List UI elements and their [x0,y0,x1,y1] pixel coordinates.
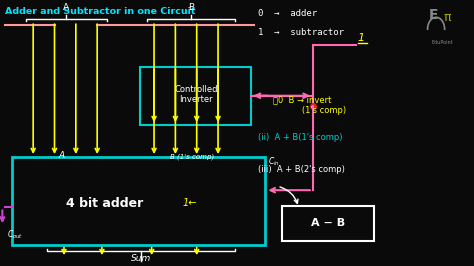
Text: π: π [443,11,451,24]
Text: E: E [429,8,438,22]
Text: 0  →  adder: 0 → adder [258,9,318,18]
Text: ␰0  B → invert
           (1's comp): ␰0 B → invert (1's comp) [273,96,346,115]
Text: Sum: Sum [131,254,151,263]
Text: $C_{in}$: $C_{in}$ [268,155,280,168]
Text: Adder and Subtractor in one Circuit: Adder and Subtractor in one Circuit [5,7,195,16]
Text: EduPoint: EduPoint [431,40,453,45]
Text: (iii)  A + B(2's comp): (iii) A + B(2's comp) [258,165,345,174]
Text: 1: 1 [358,32,365,43]
Text: A: A [59,151,64,160]
Text: (ii)  A + B(1's comp): (ii) A + B(1's comp) [258,133,343,142]
Text: A − B: A − B [311,218,345,228]
Text: B (1's comp): B (1's comp) [170,153,214,160]
Text: 1  →  subtractor: 1 → subtractor [258,28,344,37]
Text: A: A [64,3,69,12]
Text: 1←: 1← [182,198,197,209]
Text: B: B [188,3,194,12]
Text: Controlled
Inverter: Controlled Inverter [174,85,218,104]
Text: 4 bit adder: 4 bit adder [66,197,143,210]
Text: $C_{out}$: $C_{out}$ [7,229,23,241]
